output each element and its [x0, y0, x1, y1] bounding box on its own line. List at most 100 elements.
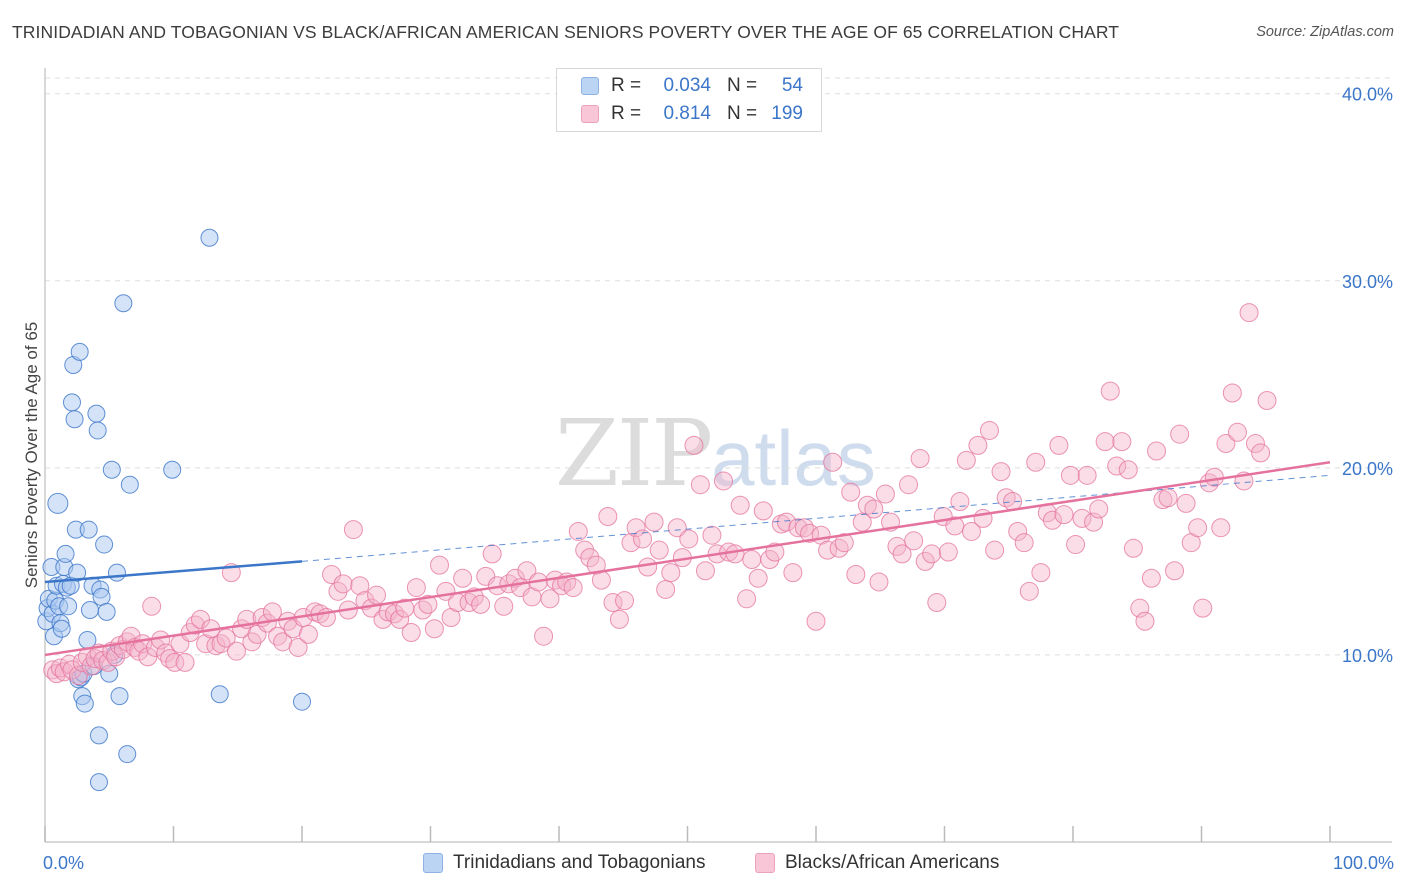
data-point-trinidadians — [68, 563, 87, 582]
data-point-blacks — [1170, 424, 1190, 444]
data-point-blacks — [165, 652, 185, 672]
data-point-blacks — [1227, 422, 1247, 442]
data-point-blacks — [413, 600, 433, 620]
data-point-blacks — [1123, 538, 1143, 558]
data-point-trinidadians — [163, 460, 182, 479]
bottom-legend-blacks: Blacks/African Americans — [755, 852, 999, 874]
legend-n-value: 54 — [781, 75, 803, 96]
data-point-blacks — [494, 596, 514, 616]
data-point-blacks — [742, 550, 762, 570]
data-point-trinidadians — [92, 587, 111, 606]
data-point-blacks — [1054, 505, 1074, 525]
data-point-blacks — [401, 622, 421, 642]
data-point-blacks — [996, 488, 1016, 508]
data-point-blacks — [406, 578, 426, 598]
data-point-blacks — [1176, 493, 1196, 513]
data-point-blacks — [568, 521, 588, 541]
data-point-blacks — [390, 609, 410, 629]
data-point-blacks — [298, 624, 318, 644]
data-point-trinidadians — [79, 520, 98, 539]
data-point-blacks — [1049, 435, 1069, 455]
bottom-legend-trinidadians: Trinidadians and Tobagonians — [423, 852, 705, 874]
data-point-trinidadians — [59, 597, 78, 616]
x-tick-label-min: 0.0% — [43, 853, 84, 873]
data-point-blacks — [288, 637, 308, 657]
y-tick-label: 20.0% — [1342, 459, 1393, 479]
data-point-trinidadians — [89, 726, 108, 745]
data-point-blacks — [517, 561, 537, 581]
data-point-blacks — [950, 492, 970, 512]
data-point-blacks — [1222, 383, 1242, 403]
data-point-blacks — [633, 529, 653, 549]
data-point-blacks — [626, 518, 646, 538]
data-point-blacks — [829, 538, 849, 558]
data-point-blacks — [667, 518, 687, 538]
data-point-blacks — [471, 594, 491, 614]
data-point-blacks — [800, 523, 820, 543]
data-point-blacks — [1095, 432, 1115, 452]
chart-title: TRINIDADIAN AND TOBAGONIAN VS BLACK/AFRI… — [12, 22, 1120, 42]
data-point-blacks — [1077, 465, 1097, 485]
data-point-trinidadians — [110, 687, 129, 706]
data-point-blacks — [586, 555, 606, 575]
data-point-blacks — [725, 544, 745, 564]
data-point-blacks — [226, 641, 246, 661]
data-point-blacks — [857, 495, 877, 515]
data-point-blacks — [1031, 563, 1051, 583]
data-point-blacks — [1026, 452, 1046, 472]
data-point-blacks — [211, 634, 231, 654]
data-point-blacks — [956, 450, 976, 470]
legend-r-label: R = — [611, 103, 642, 124]
data-point-blacks — [1188, 518, 1208, 538]
data-point-blacks — [160, 649, 180, 669]
data-point-blacks — [580, 548, 600, 568]
data-point-blacks — [737, 589, 757, 609]
data-point-trinidadians — [118, 745, 137, 764]
data-point-blacks — [938, 542, 958, 562]
legend-row-blacks: R = 0.814 N = 199 — [581, 102, 803, 126]
data-point-blacks — [1211, 518, 1231, 538]
data-point-trinidadians — [70, 342, 89, 361]
data-point-blacks — [661, 563, 681, 583]
data-point-blacks — [927, 593, 947, 613]
data-point-blacks — [1158, 488, 1178, 508]
data-point-trinidadians — [56, 544, 75, 563]
data-point-blacks — [968, 435, 988, 455]
data-point-blacks — [459, 593, 479, 613]
correlation-legend: R = 0.034 N = 54 R = 0.814 N = 199 — [556, 68, 822, 132]
data-point-blacks — [1089, 499, 1109, 519]
legend-row-trinidadians: R = 0.034 N = 54 — [581, 74, 803, 98]
legend-swatch-pink — [581, 105, 599, 123]
data-point-blacks — [424, 619, 444, 639]
data-point-blacks — [776, 512, 796, 532]
data-point-blacks — [915, 551, 935, 571]
data-point-trinidadians — [47, 492, 69, 514]
trend-line-trinidadians — [44, 560, 303, 584]
data-point-trinidadians — [120, 475, 139, 494]
data-point-blacks — [591, 570, 611, 590]
data-point-blacks — [846, 564, 866, 584]
data-point-blacks — [899, 475, 919, 495]
data-point-blacks — [1165, 561, 1185, 581]
data-point-blacks — [482, 544, 502, 564]
data-point-blacks — [1112, 432, 1132, 452]
data-point-blacks — [765, 542, 785, 562]
trend-lines — [44, 461, 1331, 657]
data-point-blacks — [985, 540, 1005, 560]
data-point-blacks — [1141, 568, 1161, 588]
data-point-blacks — [142, 596, 162, 616]
bottom-legend-label: Trinidadians and Tobagonians — [453, 852, 706, 873]
data-point-blacks — [1193, 598, 1213, 618]
watermark: ZIPatlas — [555, 400, 876, 507]
data-point-blacks — [268, 626, 288, 646]
data-point-blacks — [875, 484, 895, 504]
bottom-legend-label: Blacks/African Americans — [785, 852, 1000, 873]
bottom-legend-swatch-pink — [755, 853, 775, 873]
data-point-blacks — [418, 594, 438, 614]
source-label: Source: ZipAtlas.com — [1256, 24, 1394, 40]
data-point-blacks — [788, 518, 808, 538]
data-point-blacks — [638, 557, 658, 577]
data-point-blacks — [1251, 443, 1271, 463]
data-point-blacks — [47, 664, 67, 684]
